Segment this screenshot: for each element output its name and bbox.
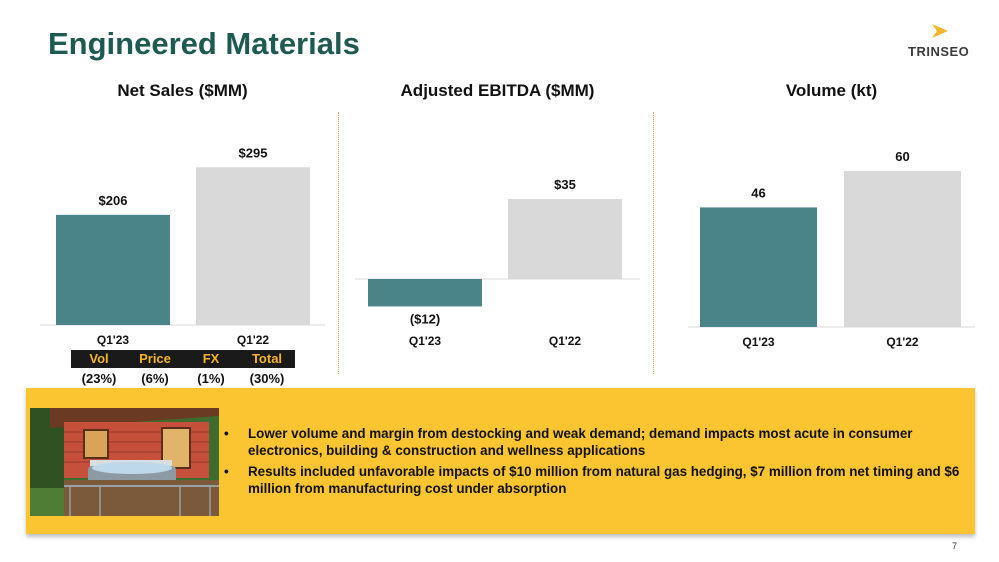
bullet-item: Lower volume and margin from destocking … — [224, 425, 964, 459]
page-number: 7 — [952, 541, 958, 551]
tick-label-q122: Q1'22 — [886, 335, 919, 349]
bar-q122 — [508, 198, 622, 279]
bar-q123 — [368, 279, 482, 307]
tick-label-q123: Q1'23 — [742, 335, 775, 349]
divider-right — [653, 112, 654, 374]
bar-q123 — [56, 214, 170, 325]
tick-label-q122: Q1'22 — [549, 334, 582, 348]
data-label-q122: $35 — [554, 177, 576, 192]
logo-text: TRINSEO — [908, 44, 970, 59]
callout-bullets: Lower volume and margin from destocking … — [224, 425, 964, 501]
bridge-value-total: (30%) — [249, 371, 285, 386]
bridge-value-fx: (1%) — [197, 371, 225, 386]
volume-chart: 46 Q1'23 60 Q1'22 — [688, 149, 975, 349]
bar-q123 — [700, 207, 817, 327]
bullet-item: Results included unfavorable impacts of … — [224, 463, 964, 497]
sales-bridge-header: Vol Price FX Total — [71, 350, 295, 368]
trinseo-logo: TRINSEO — [908, 24, 970, 64]
chart-title-net-sales: Net Sales ($MM) — [117, 81, 248, 100]
chart-title-adjusted-ebitda: Adjusted EBITDA ($MM) — [400, 81, 595, 100]
data-label-q123: $206 — [99, 193, 128, 208]
bridge-header-price: Price — [139, 351, 171, 366]
bridge-header-vol: Vol — [89, 351, 109, 366]
sales-bridge-values: (23%) (6%) (1%) (30%) — [71, 371, 295, 386]
data-label-q122: $295 — [239, 145, 268, 160]
bar-q122 — [844, 171, 961, 327]
bridge-value-vol: (23%) — [81, 371, 117, 386]
slide-title: Engineered Materials — [48, 26, 360, 61]
data-label-q123: 46 — [751, 185, 765, 200]
divider-left — [338, 112, 339, 374]
data-label-q122: 60 — [895, 149, 909, 164]
tick-label-q123: Q1'23 — [97, 333, 130, 347]
logo-chevron-icon — [932, 24, 948, 38]
net-sales-chart: $206 Q1'23 $295 Q1'22 — [40, 145, 325, 347]
data-label-q123: ($12) — [410, 311, 440, 326]
hot-tub-photo — [30, 408, 219, 516]
adjusted-ebitda-chart: ($12) Q1'23 $35 Q1'22 — [355, 177, 640, 348]
bridge-header-fx: FX — [202, 351, 220, 366]
tick-label-q123: Q1'23 — [409, 334, 442, 348]
tick-label-q122: Q1'22 — [237, 333, 270, 347]
callout-box: Lower volume and margin from destocking … — [26, 388, 975, 534]
bridge-value-price: (6%) — [141, 371, 169, 386]
bar-q122 — [196, 167, 310, 325]
bridge-header-total: Total — [251, 351, 283, 366]
chart-title-volume: Volume (kt) — [785, 81, 878, 100]
